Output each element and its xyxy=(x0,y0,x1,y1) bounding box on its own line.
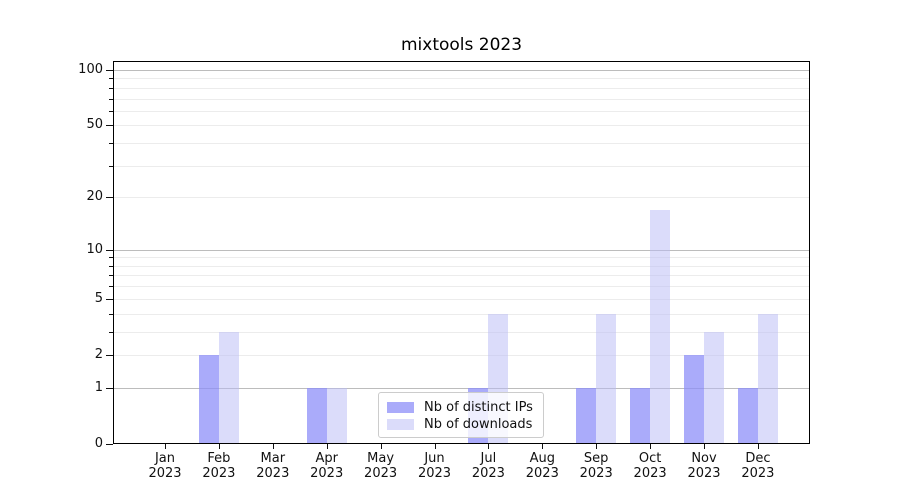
x-tick xyxy=(757,444,759,449)
minor-gridline xyxy=(113,265,810,267)
y-tick-label: 100 xyxy=(78,62,103,77)
y-minor-tick xyxy=(109,331,113,333)
y-tick xyxy=(106,354,113,356)
y-minor-tick xyxy=(109,143,113,145)
y-tick xyxy=(106,249,113,251)
x-tick-label: Jan 2023 xyxy=(148,451,182,481)
chart-title: mixtools 2023 xyxy=(400,35,523,55)
y-tick xyxy=(106,70,113,71)
y-minor-tick xyxy=(109,313,113,315)
x-tick-label: Dec 2023 xyxy=(741,451,775,481)
minor-gridline xyxy=(113,275,810,277)
y-minor-tick xyxy=(109,98,113,100)
minor-gridline xyxy=(113,197,810,199)
y-tick xyxy=(106,125,113,127)
y-tick-label: 1 xyxy=(94,379,103,395)
bar xyxy=(737,387,758,444)
bar xyxy=(684,354,704,444)
minor-gridline xyxy=(113,87,810,89)
x-tick xyxy=(488,444,490,449)
bar xyxy=(576,387,597,444)
legend-label-downloads: Nb of downloads xyxy=(424,417,533,432)
y-tick-label: 50 xyxy=(86,117,103,133)
minor-gridline xyxy=(113,98,810,100)
legend-swatch-downloads xyxy=(387,419,414,430)
bar xyxy=(650,209,671,444)
minor-gridline xyxy=(113,165,810,167)
y-tick xyxy=(106,298,113,300)
x-tick-label: Mar 2023 xyxy=(256,451,290,481)
x-tick-label: Apr 2023 xyxy=(310,451,344,481)
minor-gridline xyxy=(113,286,810,288)
y-tick-label: 0 xyxy=(94,436,103,451)
legend-item-distinct-ips: Nb of distinct IPs xyxy=(387,399,543,416)
minor-gridline xyxy=(113,313,810,315)
minor-gridline xyxy=(113,110,810,112)
x-tick xyxy=(650,444,652,449)
bar xyxy=(596,313,617,444)
x-tick xyxy=(165,444,166,449)
y-tick xyxy=(106,387,113,389)
y-tick xyxy=(106,197,113,199)
x-tick-label: Aug 2023 xyxy=(525,451,559,481)
y-minor-tick xyxy=(109,110,113,112)
x-tick-label: Nov 2023 xyxy=(687,451,721,481)
x-tick-label: Jul 2023 xyxy=(471,451,505,481)
y-minor-tick xyxy=(109,78,113,80)
legend: Nb of distinct IPs Nb of downloads xyxy=(378,392,544,438)
legend-swatch-distinct-ips xyxy=(387,402,414,413)
y-tick-label: 20 xyxy=(86,189,103,205)
minor-gridline xyxy=(113,125,810,127)
x-tick-label: Sep 2023 xyxy=(579,451,613,481)
bar xyxy=(306,387,327,444)
y-minor-tick xyxy=(109,286,113,288)
x-tick xyxy=(218,444,220,449)
y-minor-tick xyxy=(109,257,113,259)
y-tick-label: 2 xyxy=(94,346,103,362)
bar xyxy=(630,387,651,444)
x-tick xyxy=(272,444,274,449)
x-tick xyxy=(380,444,382,449)
x-tick xyxy=(704,444,705,449)
major-gridline xyxy=(113,70,810,71)
x-tick-label: Jun 2023 xyxy=(417,451,452,481)
bar xyxy=(757,313,778,444)
bar xyxy=(198,354,219,444)
y-minor-tick xyxy=(109,275,113,277)
y-tick-label: 5 xyxy=(94,290,103,306)
legend-item-downloads: Nb of downloads xyxy=(387,416,543,433)
y-tick-label: 10 xyxy=(86,241,103,257)
legend-label-distinct-ips: Nb of distinct IPs xyxy=(424,400,533,415)
major-gridline xyxy=(113,249,810,251)
minor-gridline xyxy=(113,257,810,259)
bar xyxy=(326,387,347,444)
x-tick-label: Feb 2023 xyxy=(202,451,236,481)
minor-gridline xyxy=(113,354,810,356)
x-tick-label: May 2023 xyxy=(364,451,398,481)
x-tick xyxy=(326,444,328,449)
major-gridline xyxy=(113,387,810,389)
y-tick xyxy=(106,444,113,445)
bar xyxy=(218,331,239,444)
minor-gridline xyxy=(113,143,810,145)
minor-gridline xyxy=(113,331,810,333)
y-minor-tick xyxy=(109,265,113,267)
x-tick xyxy=(542,444,544,449)
minor-gridline xyxy=(113,78,810,80)
x-tick xyxy=(596,444,598,449)
plot-area xyxy=(113,61,810,444)
x-tick xyxy=(434,444,436,449)
x-tick-label: Oct 2023 xyxy=(633,451,667,481)
bar xyxy=(704,331,724,444)
minor-gridline xyxy=(113,298,810,300)
y-minor-tick xyxy=(109,165,113,167)
y-minor-tick xyxy=(109,87,113,89)
